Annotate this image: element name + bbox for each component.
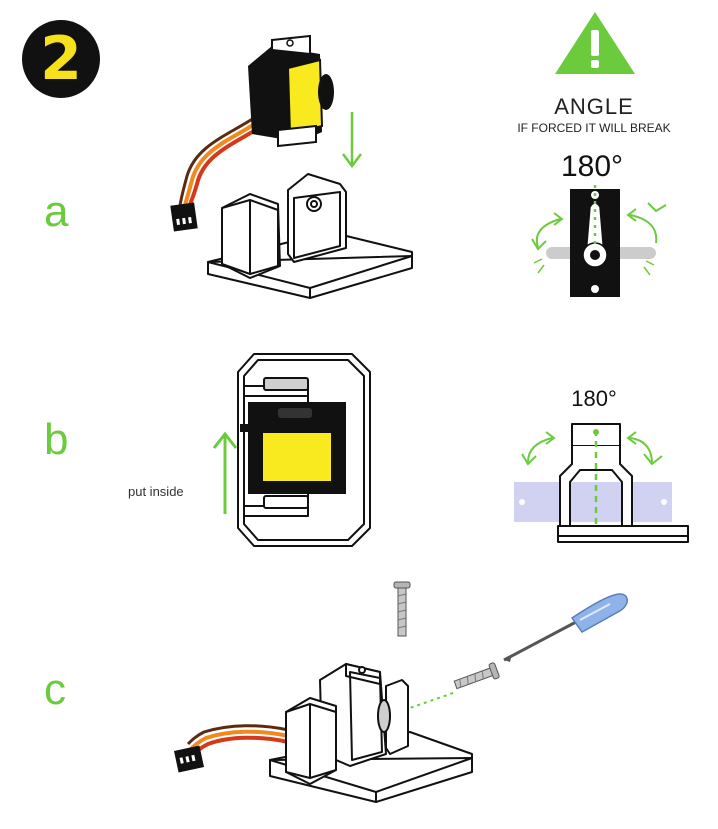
step-number-badge: 2 (22, 20, 100, 98)
arrow-up-icon (212, 431, 238, 514)
instruction-put-inside: put inside (128, 484, 184, 499)
warning-triangle-icon (555, 12, 635, 74)
servo-motor-a (170, 34, 334, 232)
warning-subtitle: IF FORCED IT WILL BREAK (517, 121, 671, 135)
angle-value-b: 180° (571, 386, 617, 411)
substep-label-b: b (44, 415, 69, 464)
screwdriver-icon (503, 593, 628, 662)
substep-label-c: c (44, 665, 66, 714)
angle-value-a: 180° (560, 150, 624, 183)
substep-label-a: a (44, 187, 69, 236)
servo-angle-diagram-b (514, 423, 689, 543)
servo-inside-stand-top-view (237, 353, 371, 547)
assembled-servo-stand (173, 663, 473, 803)
screw-guide (403, 662, 500, 711)
warning-title: ANGLE (554, 94, 634, 119)
screw-icon (393, 581, 411, 637)
arrow-down-icon (342, 112, 362, 169)
servo-stand-base (207, 173, 413, 299)
servo-angle-diagram-a (531, 185, 667, 297)
